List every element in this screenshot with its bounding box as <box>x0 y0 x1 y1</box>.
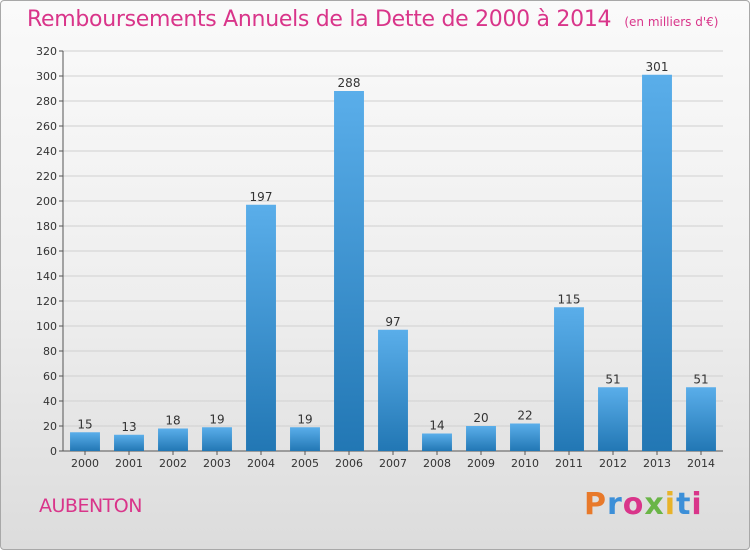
bar-value-label: 51 <box>605 372 620 386</box>
bar-value-label: 19 <box>297 412 312 426</box>
brand-logo: Proxiti <box>584 487 703 522</box>
y-tick-label: 300 <box>36 70 57 83</box>
x-tick-label: 2001 <box>115 457 143 470</box>
bar-value-label: 14 <box>429 419 444 433</box>
bar-value-label: 13 <box>121 420 136 434</box>
x-tick-label: 2000 <box>71 457 99 470</box>
bar-value-label: 115 <box>558 292 581 306</box>
y-tick-label: 320 <box>36 45 57 58</box>
x-tick-label: 2009 <box>467 457 495 470</box>
chart-header: Remboursements Annuels de la Dette de 20… <box>27 7 718 32</box>
y-tick-label: 220 <box>36 170 57 183</box>
bar-2001 <box>114 434 144 451</box>
y-tick-label: 120 <box>36 295 57 308</box>
brand-letter: t <box>676 487 692 522</box>
y-tick-label: 0 <box>50 445 57 458</box>
brand-letter: P <box>584 487 607 522</box>
x-tick-label: 2010 <box>511 457 539 470</box>
bar-value-label: 288 <box>338 76 361 90</box>
bar-2000 <box>70 432 100 451</box>
bar-value-label: 19 <box>209 412 224 426</box>
x-tick-label: 2008 <box>423 457 451 470</box>
x-tick-label: 2007 <box>379 457 407 470</box>
x-tick-label: 2003 <box>203 457 231 470</box>
chart-unit: (en milliers d'€) <box>624 15 719 29</box>
x-tick-label: 2014 <box>687 457 715 470</box>
y-tick-label: 160 <box>36 245 57 258</box>
y-tick-label: 180 <box>36 220 57 233</box>
y-tick-label: 80 <box>43 345 57 358</box>
brand-letter: o <box>622 487 645 522</box>
y-tick-label: 280 <box>36 95 57 108</box>
bar-2014 <box>686 387 716 451</box>
bar-2010 <box>510 423 540 451</box>
bar-value-label: 51 <box>693 372 708 386</box>
bar-2003 <box>202 427 232 451</box>
bar-value-label: 97 <box>385 315 400 329</box>
bar-value-label: 20 <box>473 411 488 425</box>
x-tick-label: 2011 <box>555 457 583 470</box>
brand-letter: i <box>691 487 703 522</box>
bar-value-label: 18 <box>165 414 180 428</box>
x-tick-label: 2004 <box>247 457 275 470</box>
bar-2005 <box>290 427 320 451</box>
bar-2012 <box>598 387 628 451</box>
bar-labels: 15 13 18 19 197 19 288 97 14 20 22 115 51 301 51 <box>77 60 708 434</box>
place-name: AUBENTON <box>39 495 142 517</box>
y-tick-label: 240 <box>36 145 57 158</box>
y-tick-label: 200 <box>36 195 57 208</box>
brand-letter: r <box>607 487 623 522</box>
y-tick-label: 140 <box>36 270 57 283</box>
bar-2011 <box>554 307 584 451</box>
bar-2002 <box>158 428 188 451</box>
y-tick-label: 60 <box>43 370 57 383</box>
brand-letter: x <box>644 487 665 522</box>
y-tick-label: 20 <box>43 420 57 433</box>
x-tick-label: 2002 <box>159 457 187 470</box>
y-tick-label: 260 <box>36 120 57 133</box>
bar-value-label: 15 <box>77 417 92 431</box>
x-tick-label: 2005 <box>291 457 319 470</box>
bar-2009 <box>466 426 496 451</box>
bar-value-label: 301 <box>646 60 669 74</box>
y-tick-label: 40 <box>43 395 57 408</box>
bar-2004 <box>246 204 276 451</box>
brand-letter: i <box>664 487 677 522</box>
bar-2007 <box>378 329 408 451</box>
axes: 0204060801001201401601802002202402602803… <box>36 45 723 470</box>
bar-value-label: 22 <box>517 409 532 423</box>
x-tick-label: 2012 <box>599 457 627 470</box>
bar-value-label: 197 <box>250 190 273 204</box>
bar-2013 <box>642 74 672 451</box>
bars <box>70 74 716 451</box>
chart-title: Remboursements Annuels de la Dette de 20… <box>27 7 612 32</box>
x-tick-label: 2006 <box>335 457 363 470</box>
bar-2006 <box>334 91 364 451</box>
bar-2008 <box>422 433 452 451</box>
x-tick-label: 2013 <box>643 457 671 470</box>
y-tick-label: 100 <box>36 320 57 333</box>
